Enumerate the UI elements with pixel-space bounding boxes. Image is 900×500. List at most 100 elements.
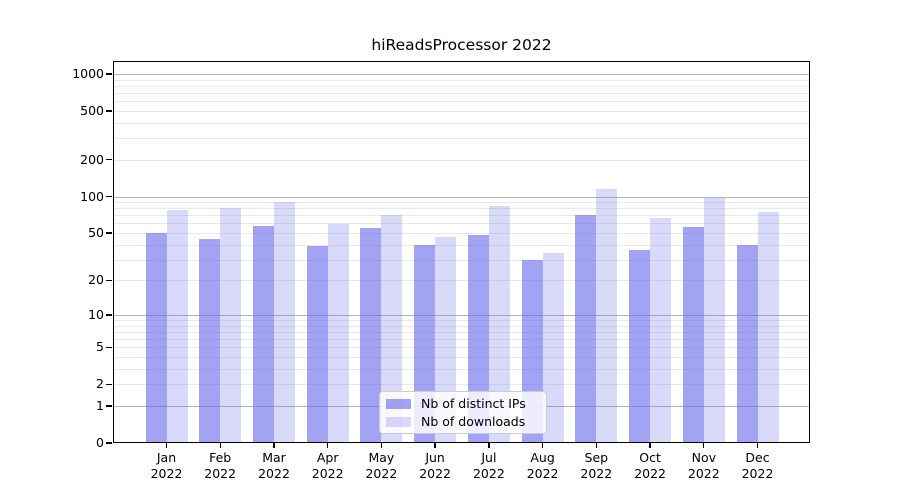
minor-gridline: [113, 320, 810, 321]
x-tick-label: Sep 2022: [580, 450, 613, 481]
legend: Nb of distinct IPs Nb of downloads: [379, 391, 547, 434]
bar-distinct-ips-dec: [736, 244, 758, 443]
minor-gridline: [113, 223, 810, 225]
minor-gridline: [113, 357, 810, 358]
y-tick-mark: [106, 279, 112, 282]
minor-gridline: [113, 79, 810, 81]
y-tick-mark: [106, 346, 112, 348]
x-tick-label: May 2022: [365, 450, 398, 481]
y-tick-mark: [106, 195, 112, 198]
x-tick-label: Jan 2022: [150, 450, 183, 481]
minor-gridline: [113, 368, 810, 370]
bar-downloads-aug: [542, 253, 564, 443]
x-tick-mark: [165, 443, 168, 448]
y-tick-label: 1000: [72, 65, 104, 81]
x-tick-mark: [595, 443, 597, 448]
minor-gridline: [113, 202, 810, 203]
bar-downloads-mar: [274, 201, 295, 443]
bar-distinct-ips-nov: [682, 227, 704, 443]
bar-downloads-jul: [488, 205, 510, 443]
bar-downloads-apr: [327, 224, 349, 443]
y-tick-label: 10: [88, 306, 104, 322]
legend-swatch-downloads: [386, 416, 411, 427]
minor-gridline: [113, 101, 810, 103]
major-gridline: [113, 314, 810, 316]
bar-distinct-ips-may: [360, 228, 382, 443]
minor-gridline: [113, 122, 810, 124]
bar-distinct-ips-mar: [253, 226, 274, 443]
y-tick-label: 100: [80, 188, 104, 204]
bar-downloads-dec: [757, 212, 779, 443]
legend-swatch-distinct-ips: [386, 398, 411, 409]
minor-gridline: [113, 244, 810, 246]
x-tick-mark: [219, 443, 221, 448]
bar-distinct-ips-sep: [575, 215, 597, 443]
bar-downloads-sep: [596, 189, 618, 443]
x-tick-mark: [327, 443, 329, 448]
minor-gridline: [113, 85, 810, 87]
y-tick-label: 500: [80, 102, 104, 118]
y-tick-label: 5: [96, 339, 104, 355]
minor-gridline: [113, 347, 810, 349]
legend-label-distinct-ips: Nb of distinct IPs: [421, 396, 526, 411]
minor-gridline: [113, 325, 810, 327]
y-tick-label: 20: [88, 272, 104, 288]
minor-gridline: [113, 93, 810, 94]
y-tick-mark: [106, 383, 112, 385]
minor-gridline: [113, 331, 810, 333]
minor-gridline: [113, 208, 810, 210]
x-tick-mark: [380, 443, 383, 448]
major-gridline: [113, 73, 810, 75]
x-tick-mark: [756, 443, 759, 448]
minor-gridline: [113, 259, 810, 261]
bar-distinct-ips-oct: [629, 250, 651, 443]
plot-area: Nb of distinct IPs Nb of downloads: [113, 61, 810, 443]
x-tick-mark: [273, 443, 275, 448]
x-tick-label: Nov 2022: [687, 450, 720, 481]
bar-downloads-oct: [650, 218, 672, 443]
y-tick-label: 0: [96, 435, 104, 450]
minor-gridline: [113, 138, 810, 140]
chart-title: hiReadsProcessor 2022: [371, 36, 552, 54]
x-tick-label: Apr 2022: [311, 450, 344, 481]
legend-label-downloads: Nb of downloads: [421, 414, 526, 429]
bar-downloads-nov: [703, 197, 725, 443]
y-tick-mark: [106, 110, 112, 112]
y-tick-label: 50: [88, 225, 104, 240]
major-gridline: [113, 196, 810, 198]
minor-gridline: [113, 159, 810, 161]
x-tick-mark: [488, 443, 490, 448]
y-tick-mark: [106, 442, 112, 444]
minor-gridline: [113, 384, 810, 386]
y-tick-mark: [106, 232, 112, 234]
x-tick-mark: [703, 443, 705, 448]
x-tick-mark: [434, 443, 436, 448]
x-tick-mark: [649, 443, 651, 448]
y-tick-mark: [106, 405, 112, 407]
y-tick-mark: [106, 159, 112, 161]
legend-item-downloads: Nb of downloads: [386, 414, 546, 429]
x-tick-label: Jun 2022: [419, 450, 451, 481]
bar-distinct-ips-jan: [145, 233, 167, 443]
minor-gridline: [113, 339, 810, 341]
minor-gridline: [113, 110, 810, 112]
y-tick-label: 200: [80, 151, 104, 167]
minor-gridline: [113, 280, 810, 282]
bar-downloads-may: [381, 215, 403, 443]
minor-gridline: [113, 215, 810, 217]
y-tick-mark: [106, 73, 112, 75]
y-tick-label: 1: [96, 398, 104, 413]
x-tick-label: Mar 2022: [258, 450, 290, 481]
bar-downloads-jan: [166, 209, 188, 443]
bar-distinct-ips-feb: [199, 238, 221, 443]
y-tick-mark: [106, 314, 112, 316]
bar-distinct-ips-apr: [306, 245, 328, 443]
x-tick-label: Feb 2022: [204, 450, 237, 481]
minor-gridline: [113, 233, 810, 234]
x-tick-label: Oct 2022: [634, 450, 666, 481]
x-tick-label: Jul 2022: [472, 450, 505, 481]
x-tick-mark: [541, 443, 544, 448]
legend-item-distinct-ips: Nb of distinct IPs: [386, 396, 546, 411]
y-tick-label: 2: [96, 376, 104, 392]
